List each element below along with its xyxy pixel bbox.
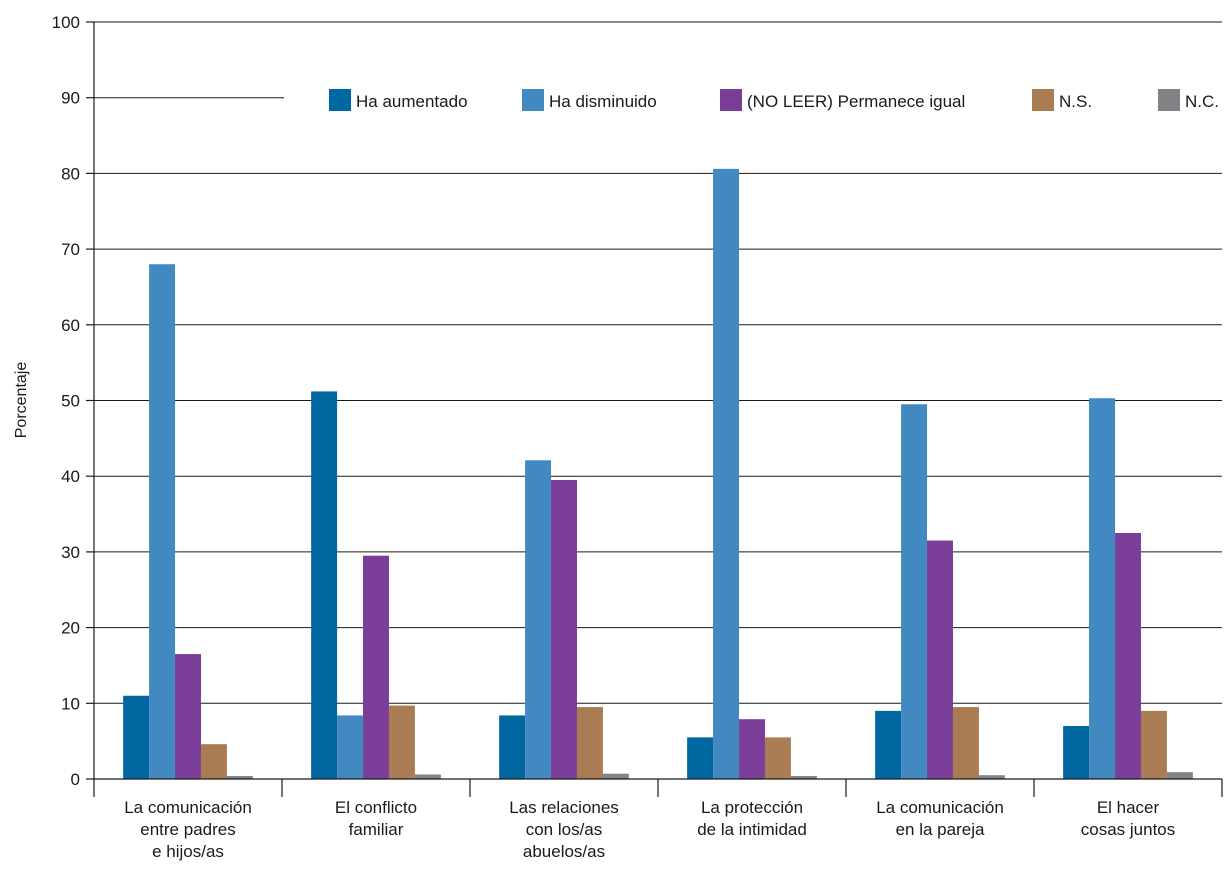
x-category-label-line: abuelos/as — [523, 842, 605, 861]
y-tick-label: 70 — [61, 240, 80, 259]
bar-n-s-3 — [764, 737, 791, 779]
bars — [123, 168, 1193, 779]
x-category-label-line: con los/as — [526, 820, 603, 839]
x-category-label: Las relaciones con los/as abuelos/as — [509, 798, 619, 861]
bar-ha-disminuido-5 — [1089, 398, 1116, 779]
y-tick-label: 0 — [71, 770, 80, 789]
bar-n-s-4 — [952, 707, 979, 779]
bar-n-s-2 — [576, 707, 603, 779]
bar-n-c-0 — [226, 775, 253, 779]
x-category-label-line: La comunicación — [124, 798, 252, 817]
x-category-label: La comunicación en la pareja — [876, 798, 1004, 839]
legend: Ha aumentado Ha disminuido (NO LEER) Perma… — [284, 82, 1222, 118]
bar-ha-aumentado-5 — [1063, 726, 1090, 779]
bar-n-c-4 — [978, 775, 1005, 779]
bar-ha-disminuido-2 — [525, 460, 552, 779]
y-tick-label: 90 — [61, 89, 80, 108]
y-tick-label: 80 — [61, 164, 80, 183]
x-category-label: El conflicto familiar — [335, 798, 417, 839]
bar-ha-aumentado-1 — [311, 391, 338, 779]
x-category-label-line: cosas juntos — [1081, 820, 1176, 839]
y-tick-label: 100 — [52, 13, 80, 32]
bar-n-s-0 — [200, 744, 227, 779]
x-category-label-line: El conflicto — [335, 798, 417, 817]
bar-n-c-5 — [1166, 772, 1193, 779]
x-category-label-line: entre padres — [140, 820, 235, 839]
x-category-label-line: de la intimidad — [697, 820, 807, 839]
bar-n-c-1 — [414, 774, 441, 779]
legend-label: (NO LEER) Permanece igual — [747, 92, 965, 111]
bar-ha-disminuido-0 — [149, 264, 176, 779]
grid-lines — [86, 21, 1222, 780]
bar-n-c-2 — [602, 773, 629, 779]
bar-ha-aumentado-2 — [499, 715, 526, 779]
y-tick-label: 60 — [61, 316, 80, 335]
y-tick-label: 40 — [61, 467, 80, 486]
y-tick-label: 50 — [61, 392, 80, 411]
legend-background — [284, 82, 1222, 118]
legend-swatch — [1158, 89, 1180, 111]
bar-ha-aumentado-4 — [875, 710, 902, 779]
legend-label: N.C. — [1185, 92, 1219, 111]
legend-swatch — [522, 89, 544, 111]
legend-label: Ha disminuido — [549, 92, 657, 111]
bar-no-leer-permanece-igual-2 — [551, 479, 577, 779]
legend-swatch — [329, 89, 351, 111]
bar-ha-aumentado-0 — [123, 695, 150, 779]
bar-n-c-3 — [790, 775, 817, 779]
bar-no-leer-permanece-igual-1 — [363, 555, 389, 779]
bar-no-leer-permanece-igual-5 — [1115, 532, 1141, 779]
bar-ha-disminuido-4 — [901, 404, 928, 779]
bar-ha-disminuido-3 — [713, 168, 740, 779]
y-tick-label: 30 — [61, 543, 80, 562]
x-category-label-line: e hijos/as — [152, 842, 224, 861]
legend-swatch — [720, 89, 742, 111]
x-category-label-line: Las relaciones — [509, 798, 619, 817]
bar-ha-disminuido-1 — [337, 715, 364, 779]
x-category-label: La protección de la intimidad — [697, 798, 807, 839]
y-axis-title: Porcentaje — [13, 362, 30, 439]
bar-no-leer-permanece-igual-0 — [175, 654, 201, 779]
x-category-label-line: familiar — [349, 820, 404, 839]
x-category-label: El hacer cosas juntos — [1081, 798, 1176, 839]
x-category-label-line: La comunicación — [876, 798, 1004, 817]
x-category-label-line: La protección — [701, 798, 803, 817]
legend-label: N.S. — [1059, 92, 1092, 111]
bar-no-leer-permanece-igual-4 — [927, 540, 953, 779]
x-category-label-line: El hacer — [1097, 798, 1160, 817]
x-category-labels: La comunicación entre padres e hijos/as El … — [93, 779, 1223, 861]
y-tick-label: 20 — [61, 619, 80, 638]
legend-swatch — [1032, 89, 1054, 111]
x-category-label: La comunicación entre padres e hijos/as — [124, 798, 252, 861]
bar-ha-aumentado-3 — [687, 737, 714, 779]
bar-no-leer-permanece-igual-3 — [739, 719, 765, 779]
x-category-label-line: en la pareja — [896, 820, 985, 839]
bar-n-s-1 — [388, 705, 415, 779]
bar-n-s-5 — [1140, 710, 1167, 779]
y-tick-labels: 0 10 20 30 40 50 60 70 80 90 100 — [52, 13, 80, 789]
legend-label: Ha aumentado — [356, 92, 468, 111]
y-tick-label: 10 — [61, 694, 80, 713]
